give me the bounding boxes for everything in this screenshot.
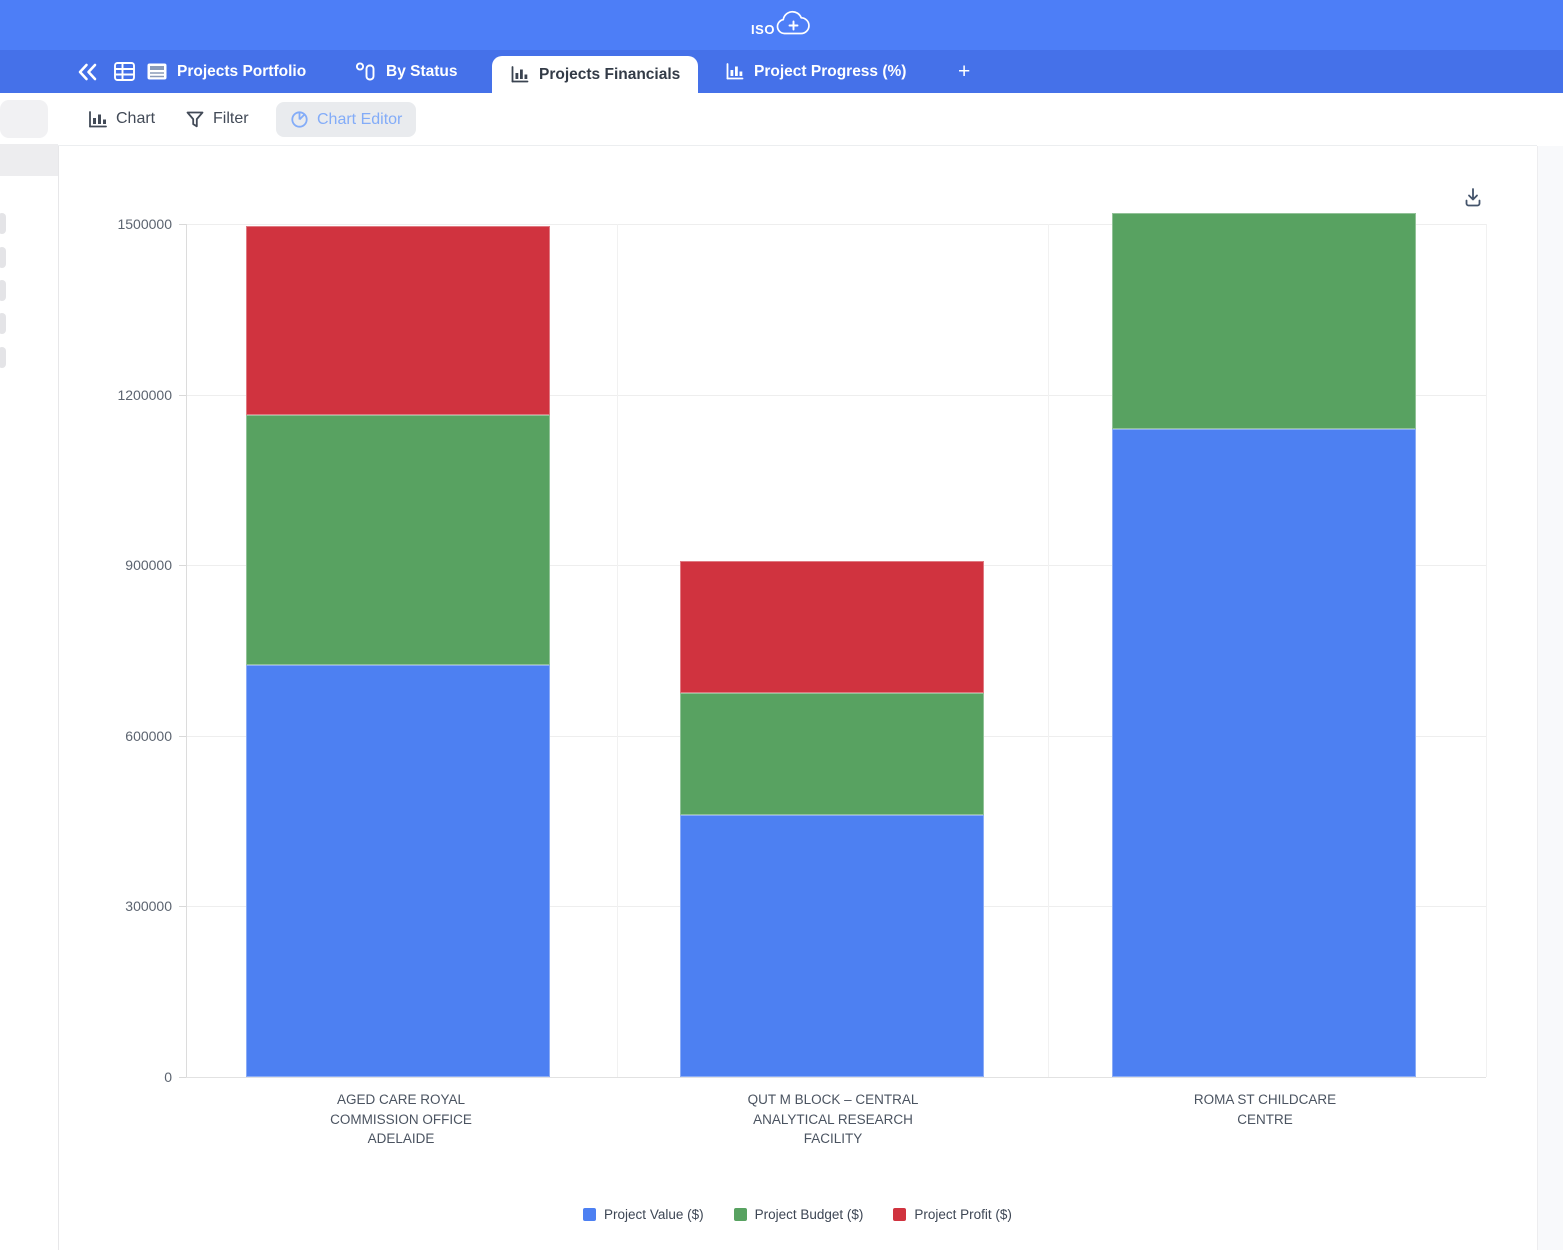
y-tick-mark — [179, 224, 186, 225]
y-axis-line — [186, 224, 187, 1077]
tab-projects-portfolio[interactable]: Projects Portfolio — [146, 50, 306, 93]
grid-view-icon[interactable] — [113, 50, 136, 93]
y-tick-label: 600000 — [125, 727, 172, 744]
sidebar-selected-row[interactable] — [0, 144, 58, 176]
x-axis-label: ROMA ST CHILDCARE CENTRE — [1193, 1092, 1337, 1127]
x-axis-label: QUT M BLOCK – CENTRAL ANALYTICAL RESEARC… — [747, 1092, 919, 1146]
chart-button-label: Chart — [116, 110, 156, 127]
y-tick-label: 900000 — [125, 557, 172, 574]
legend-swatch — [733, 1208, 747, 1221]
x-gridline — [1486, 224, 1487, 1077]
chart-editor-button-label: Chart Editor — [317, 110, 403, 128]
y-gridline — [186, 224, 1486, 225]
y-tick-label: 300000 — [125, 898, 172, 915]
y-tick-mark — [179, 394, 186, 396]
bar-segment-project-value-[interactable] — [1112, 428, 1416, 1077]
y-tick-mark — [179, 565, 186, 567]
legend-swatch — [583, 1208, 597, 1221]
x-gridline — [617, 224, 618, 1077]
legend-label: Project Budget ($) — [754, 1207, 864, 1222]
x-gridline — [1048, 224, 1049, 1077]
scrollbar-gutter[interactable] — [1537, 146, 1563, 1250]
portfolio-icon — [146, 62, 168, 81]
y-tick-label: 0 — [164, 1069, 172, 1085]
sidebar-top-button[interactable] — [0, 100, 48, 138]
left-sidebar — [0, 93, 59, 1250]
sidebar-collapsed-item[interactable] — [0, 347, 6, 368]
chart-icon — [88, 110, 108, 129]
top-bar — [0, 0, 1563, 50]
chart-editor-button[interactable]: Chart Editor — [276, 102, 417, 137]
bar-segment-project-budget-[interactable] — [246, 414, 550, 665]
y-gridline — [186, 394, 1486, 396]
bar-segment-project-budget-[interactable] — [1112, 212, 1416, 429]
bar-segment-project-budget-[interactable] — [680, 693, 984, 816]
tab-label: Project Progress (%) — [754, 62, 907, 80]
bar-segment-project-profit-[interactable] — [246, 225, 550, 415]
add-tab-button[interactable]: + — [958, 59, 971, 83]
x-axis-label: AGED CARE ROYAL COMMISSION OFFICE ADELAI… — [330, 1092, 472, 1146]
legend-label: Project Value ($) — [604, 1207, 704, 1222]
filter-button-label: Filter — [213, 110, 249, 127]
tab-label: Projects Financials — [539, 65, 681, 83]
tab-label: Projects Portfolio — [177, 62, 307, 80]
y-tick-mark — [179, 1077, 186, 1078]
chart-button[interactable]: Chart — [88, 93, 155, 145]
legend-item-project-profit-[interactable]: Project Profit ($) — [893, 1207, 1012, 1222]
chart-legend: Project Value ($) Project Budget ($) Proje… — [58, 1207, 1537, 1222]
filter-button[interactable]: Filter — [185, 93, 249, 145]
tab-label: By Status — [386, 62, 458, 80]
sidebar-collapsed-item[interactable] — [0, 280, 6, 301]
download-chart-button[interactable] — [1459, 183, 1487, 211]
sidebar-collapsed-item[interactable] — [0, 247, 6, 268]
collapse-panel-icon[interactable] — [75, 50, 99, 93]
bar-chart-icon — [725, 62, 745, 81]
legend-label: Project Profit ($) — [914, 1207, 1012, 1222]
y-tick-mark — [179, 735, 186, 737]
tab-projects-financials[interactable]: Projects Financials — [492, 56, 699, 93]
pie-chart-icon — [290, 110, 309, 129]
sidebar-collapsed-item[interactable] — [0, 213, 6, 234]
y-gridline — [186, 1077, 1486, 1078]
legend-item-project-budget-[interactable]: Project Budget ($) — [733, 1207, 864, 1222]
logo-text: ISO — [751, 21, 775, 37]
cloud-plus-icon — [772, 8, 812, 42]
y-tick-label: 1500000 — [117, 216, 172, 232]
status-icon — [354, 61, 377, 83]
tab-by-status[interactable]: By Status — [354, 50, 458, 93]
sidebar-collapsed-item[interactable] — [0, 313, 6, 334]
filter-icon — [185, 110, 205, 129]
legend-item-project-value-[interactable]: Project Value ($) — [583, 1207, 704, 1222]
legend-swatch — [893, 1208, 907, 1221]
y-tick-label: 1200000 — [117, 386, 172, 403]
y-tick-mark — [179, 906, 186, 908]
tab-project-progress-[interactable]: Project Progress (%) — [725, 50, 906, 93]
bar-segment-project-profit-[interactable] — [680, 560, 984, 694]
bar-chart-icon — [510, 65, 530, 84]
widget-toolbar: Chart Filter Chart Editor — [58, 93, 1537, 146]
bar-segment-project-value-[interactable] — [680, 815, 984, 1077]
tab-bar: Projects Portfolio By Status Projects Fi… — [0, 50, 1563, 93]
bar-segment-project-value-[interactable] — [246, 664, 550, 1077]
iso-cloud-logo: ISO — [0, 0, 1563, 50]
